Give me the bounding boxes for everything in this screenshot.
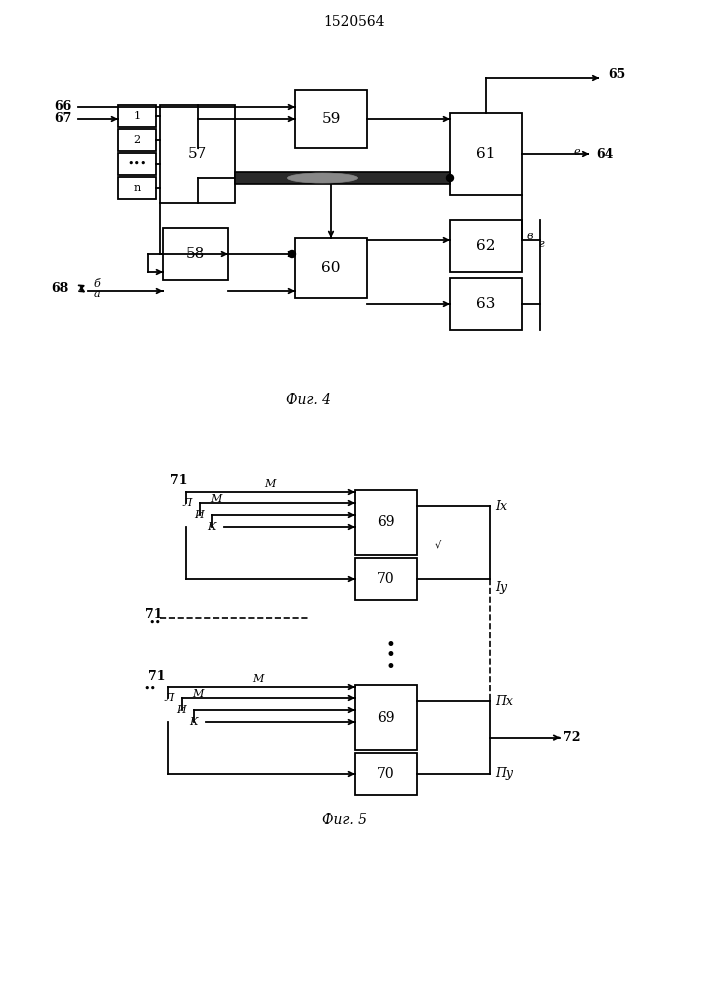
Text: Iх: Iх [495, 500, 507, 513]
Text: 71: 71 [170, 474, 187, 487]
Bar [295, 90, 367, 148]
Text: Л: Л [182, 498, 192, 508]
Circle shape [447, 174, 453, 182]
Text: a: a [94, 289, 100, 299]
Text: n: n [134, 183, 141, 193]
Text: 2: 2 [134, 135, 141, 145]
Bar [118, 177, 156, 199]
Text: M: M [264, 479, 276, 489]
Text: 59: 59 [321, 112, 341, 126]
Text: Л: Л [165, 693, 174, 703]
Text: 70: 70 [378, 572, 395, 586]
Bar [355, 753, 417, 795]
Text: в: в [527, 231, 534, 241]
Bar [355, 558, 417, 600]
Text: 61: 61 [477, 147, 496, 161]
Text: •: • [385, 658, 395, 676]
Bar [355, 685, 417, 750]
Text: M: M [252, 674, 264, 684]
Text: 71: 71 [148, 670, 165, 684]
Text: M: M [192, 689, 204, 699]
Text: Пх: Пх [495, 695, 513, 708]
Text: 62: 62 [477, 239, 496, 253]
Text: 68: 68 [52, 282, 69, 296]
Text: К: К [207, 522, 216, 532]
Bar [295, 238, 367, 298]
Text: б: б [93, 279, 100, 289]
Text: 1520564: 1520564 [323, 15, 385, 29]
Text: Пу: Пу [495, 768, 513, 780]
Text: 69: 69 [378, 516, 395, 530]
Text: 65: 65 [609, 68, 626, 81]
Text: •••: ••• [127, 159, 147, 169]
Text: К: К [189, 717, 198, 727]
Bar [118, 153, 156, 175]
Text: M: M [210, 494, 221, 504]
Bar [235, 172, 450, 184]
Text: 57: 57 [188, 147, 207, 161]
Text: •: • [385, 637, 395, 654]
Text: ••: •• [148, 618, 161, 628]
Text: Фиг. 4: Фиг. 4 [286, 393, 330, 407]
Bar [118, 105, 156, 127]
Text: 1: 1 [134, 111, 141, 121]
Text: И: И [194, 510, 204, 520]
Text: г: г [538, 239, 544, 249]
Bar [450, 220, 522, 272]
Bar [163, 228, 228, 280]
Text: 71: 71 [145, 608, 163, 621]
Text: 58: 58 [186, 247, 205, 261]
Bar [450, 278, 522, 330]
Circle shape [288, 250, 296, 257]
Bar [450, 113, 522, 195]
Text: Iу: Iу [495, 580, 507, 593]
Text: И: И [176, 705, 186, 715]
Text: 70: 70 [378, 767, 395, 781]
Text: √: √ [435, 540, 441, 550]
Text: e: e [573, 147, 580, 157]
Text: 67: 67 [54, 112, 71, 125]
Text: 66: 66 [54, 101, 71, 113]
Text: •: • [385, 648, 395, 664]
Text: 69: 69 [378, 710, 395, 724]
Text: Фиг. 5: Фиг. 5 [322, 813, 368, 827]
Bar [355, 490, 417, 555]
Text: 63: 63 [477, 297, 496, 311]
Bar [160, 105, 235, 203]
Text: 60: 60 [321, 261, 341, 275]
Text: 64: 64 [596, 147, 614, 160]
Ellipse shape [288, 173, 358, 183]
Text: 72: 72 [563, 731, 580, 744]
Bar [118, 129, 156, 151]
Text: ••: •• [144, 684, 156, 694]
